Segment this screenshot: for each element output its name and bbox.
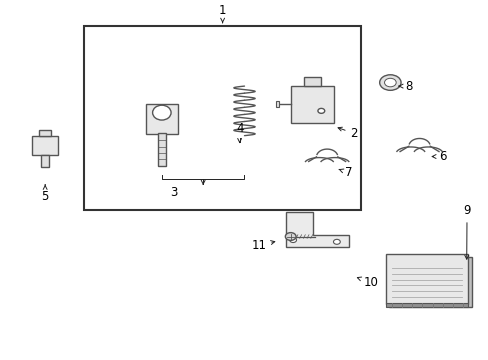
Circle shape — [317, 108, 324, 113]
Circle shape — [384, 78, 395, 87]
Circle shape — [289, 238, 296, 243]
Text: 10: 10 — [357, 276, 378, 289]
Text: 5: 5 — [41, 185, 49, 203]
Bar — [388, 257, 471, 307]
Bar — [145, 104, 178, 134]
Text: 6: 6 — [431, 150, 446, 163]
Circle shape — [379, 75, 400, 90]
Circle shape — [285, 233, 295, 240]
Text: 11: 11 — [251, 239, 274, 252]
Text: 4: 4 — [235, 122, 243, 135]
Bar — [158, 133, 165, 166]
Text: 7: 7 — [339, 166, 351, 179]
Bar — [276, 101, 279, 107]
Bar — [39, 130, 51, 136]
Bar — [290, 86, 334, 123]
Text: 1: 1 — [219, 4, 226, 23]
Bar — [385, 303, 467, 307]
Text: 8: 8 — [398, 80, 411, 93]
Text: 9: 9 — [462, 204, 470, 259]
Text: 3: 3 — [170, 186, 177, 199]
Polygon shape — [285, 212, 348, 247]
Circle shape — [333, 239, 340, 244]
Bar — [41, 155, 49, 167]
Ellipse shape — [152, 105, 171, 120]
Bar — [303, 77, 321, 86]
Bar — [84, 26, 361, 210]
Bar — [385, 254, 467, 304]
Text: 2: 2 — [337, 127, 357, 140]
Bar — [32, 136, 58, 155]
